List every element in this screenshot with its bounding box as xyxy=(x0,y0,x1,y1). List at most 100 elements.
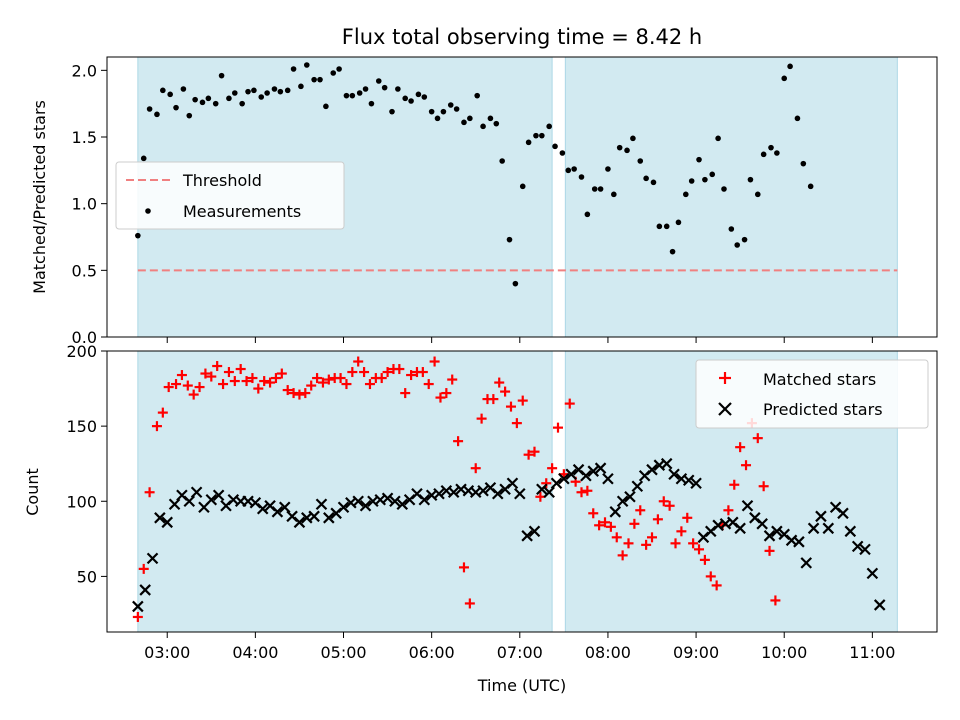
matched-point xyxy=(476,413,487,424)
matched-point xyxy=(529,446,540,457)
measurement-points xyxy=(135,62,814,287)
predicted-point xyxy=(154,512,166,524)
measurement-point xyxy=(135,232,141,239)
matched-point xyxy=(705,571,716,582)
measurement-point xyxy=(682,191,689,198)
measurement-point xyxy=(226,95,232,102)
matched-point xyxy=(259,376,270,387)
matched-point xyxy=(600,517,610,528)
matched-point xyxy=(770,595,781,606)
measurement-point xyxy=(173,104,179,111)
matched-point xyxy=(564,398,575,409)
matched-point xyxy=(735,442,746,453)
matched-point xyxy=(241,376,252,387)
measurement-point xyxy=(428,108,435,115)
y-tick-label: 100 xyxy=(66,492,97,511)
predicted-point xyxy=(602,472,614,485)
matched-point xyxy=(464,598,475,609)
predicted-point xyxy=(668,468,680,480)
measurement-point xyxy=(212,100,219,107)
matched-point xyxy=(541,478,552,489)
measurement-point xyxy=(140,155,147,162)
predicted-point xyxy=(646,463,658,476)
measurement-point xyxy=(499,158,505,164)
measurement-point xyxy=(362,86,369,92)
matched-point xyxy=(394,364,405,375)
measurement-point xyxy=(160,87,166,94)
ratio-x-ticks xyxy=(166,337,873,343)
measurement-point xyxy=(787,63,793,70)
measurement-point xyxy=(696,156,702,163)
predicted-point xyxy=(550,477,563,490)
measurement-point xyxy=(298,83,304,90)
predicted-point xyxy=(793,536,805,548)
measurement-point xyxy=(768,144,774,151)
measurement-point xyxy=(794,115,801,122)
measurement-point xyxy=(533,132,539,139)
predicted-point xyxy=(381,492,394,505)
measurement-point xyxy=(663,223,670,230)
matched-point xyxy=(382,367,393,378)
measurement-point xyxy=(474,92,480,99)
legend-matched-swatch xyxy=(719,372,731,384)
matched-star-points xyxy=(132,356,781,622)
matched-point xyxy=(741,460,752,471)
matched-point xyxy=(711,580,722,591)
predicted-point xyxy=(536,483,548,496)
measurement-point xyxy=(728,226,735,232)
matched-point xyxy=(523,449,534,460)
matched-point xyxy=(658,496,669,507)
matched-point xyxy=(353,356,364,367)
matched-point xyxy=(188,389,199,400)
measurement-point xyxy=(356,90,363,96)
matched-point xyxy=(505,401,516,412)
measurement-point xyxy=(747,176,754,183)
matched-point xyxy=(163,382,174,393)
measurement-point xyxy=(415,91,422,98)
predicted-point xyxy=(624,490,636,503)
ratio-y-ticks: 0.0 0.5 1.0 1.5 2.0 xyxy=(72,61,107,347)
matched-point xyxy=(359,367,370,378)
matched-point xyxy=(723,505,734,516)
count-x-ticks: 03:00 04:00 05:00 06:00 07:00 08:00 09:00 10:00… xyxy=(144,632,895,662)
legend-measurements-label: Measurements xyxy=(183,202,301,221)
measurement-point xyxy=(311,76,317,83)
x-tick-label: 09:00 xyxy=(673,643,719,662)
predicted-point xyxy=(682,474,695,487)
predicted-point xyxy=(800,557,813,569)
predicted-point xyxy=(594,462,607,474)
measurement-point xyxy=(597,186,604,192)
measurement-point xyxy=(552,143,558,150)
predicted-point xyxy=(565,468,577,480)
predicted-point xyxy=(161,516,174,529)
measurement-point xyxy=(669,248,676,255)
y-tick-label: 2.0 xyxy=(72,61,97,80)
matched-point xyxy=(171,379,182,390)
predicted-point xyxy=(447,486,460,499)
predicted-point xyxy=(609,506,622,518)
measurement-point xyxy=(480,123,486,130)
legend-matched-label: Matched stars xyxy=(763,370,876,389)
predicted-point xyxy=(528,525,541,538)
matched-point xyxy=(347,367,358,378)
measurement-point xyxy=(734,242,741,248)
matched-point xyxy=(218,379,229,390)
matched-point xyxy=(376,373,387,384)
measurement-point xyxy=(467,115,473,122)
predicted-point xyxy=(660,457,673,470)
matched-point xyxy=(670,538,681,549)
measurement-point xyxy=(402,95,409,102)
predicted-point xyxy=(256,503,269,515)
matched-point xyxy=(247,373,258,384)
predicted-point xyxy=(771,525,783,538)
measurement-point xyxy=(389,108,395,115)
measurement-point xyxy=(715,135,721,142)
matched-point xyxy=(288,388,299,399)
predicted-point xyxy=(491,487,504,500)
predicted-point xyxy=(132,600,144,613)
x-tick-label: 07:00 xyxy=(497,643,543,662)
predicted-point xyxy=(851,540,864,553)
x-tick-label: 05:00 xyxy=(320,643,366,662)
matched-point xyxy=(611,532,622,543)
predicted-point xyxy=(308,510,320,523)
